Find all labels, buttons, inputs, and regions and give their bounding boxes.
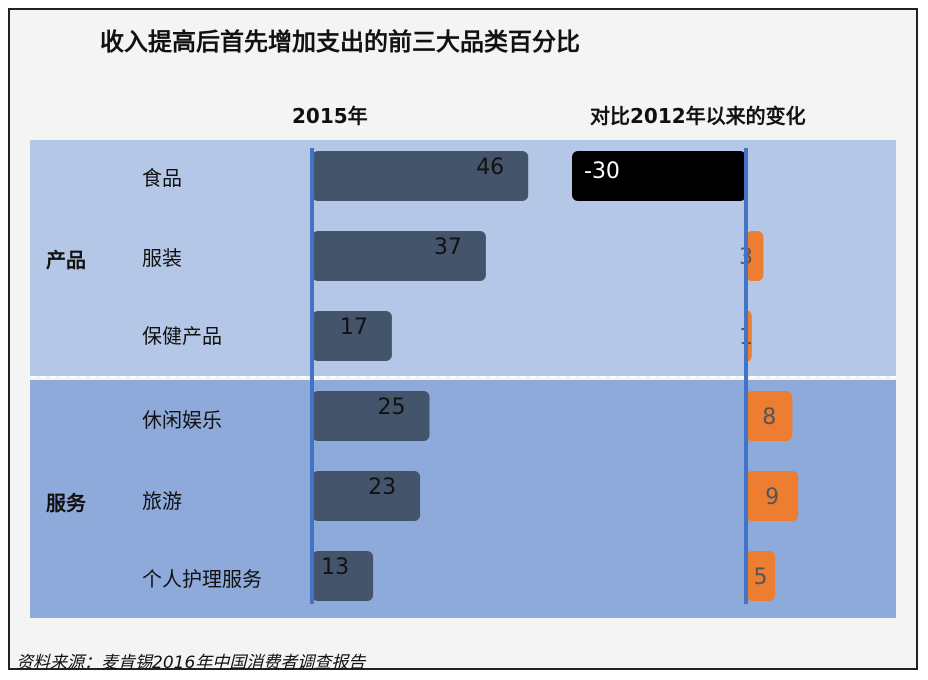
category-label: 个人护理服务 (142, 567, 262, 591)
data-label-change: 8 (762, 405, 776, 430)
group-separator (30, 376, 896, 378)
bar-change (572, 151, 746, 201)
data-label-2015: 37 (434, 235, 462, 260)
data-label-2015: 17 (340, 315, 368, 340)
bar-2015 (312, 551, 374, 601)
bar-change (746, 231, 764, 281)
category-label: 旅游 (142, 489, 182, 513)
group-label-services: 服务 (46, 491, 86, 515)
data-label-change: 5 (754, 565, 768, 590)
data-label-2015: 13 (321, 555, 349, 580)
data-label-2015: 46 (476, 155, 504, 180)
group-label-products: 产品 (46, 248, 86, 272)
bar-2015 (312, 231, 486, 281)
data-label-2015: 25 (378, 395, 406, 420)
bar-2015 (312, 311, 392, 361)
column-header-2015: 2015年 (292, 104, 368, 128)
category-label: 食品 (142, 166, 182, 190)
source-note: 资料来源：麦肯锡2016年中国消费者调查报告 (16, 653, 366, 673)
bar-2015 (312, 471, 421, 521)
chart-title: 收入提高后首先增加支出的前三大品类百分比 (100, 28, 580, 56)
data-label-2015: 23 (368, 475, 396, 500)
column-header-change: 对比2012年以来的变化 (590, 104, 806, 128)
bar-change (746, 471, 799, 521)
bar-2015 (312, 151, 529, 201)
category-label: 休闲娱乐 (142, 408, 222, 432)
data-label-change: -30 (584, 159, 620, 184)
data-label-change: 9 (765, 485, 779, 510)
bar-change (746, 551, 775, 601)
category-label: 服装 (142, 246, 182, 270)
bar-change (746, 391, 793, 441)
bar-2015 (312, 391, 430, 441)
category-label: 保健产品 (142, 324, 222, 348)
